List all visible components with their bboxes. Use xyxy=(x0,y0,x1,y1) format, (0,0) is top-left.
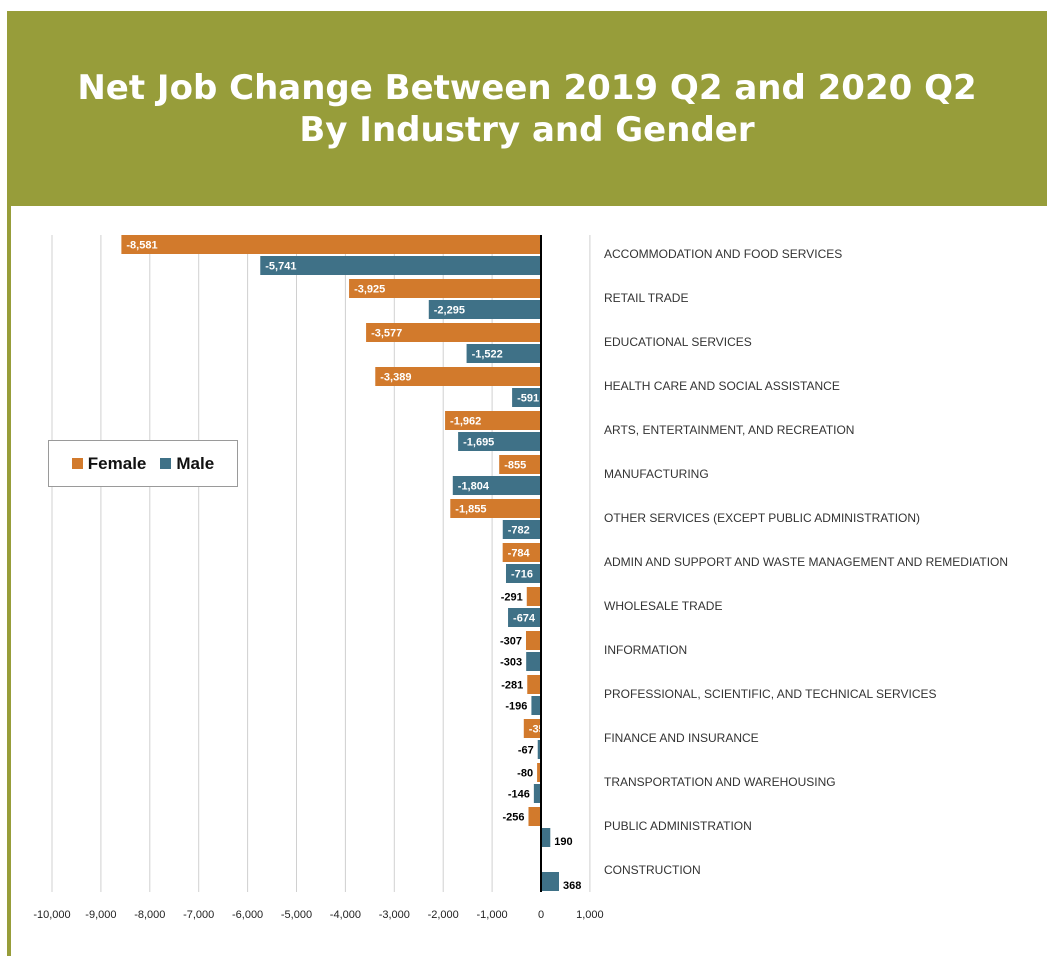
x-tick-label: -6,000 xyxy=(232,909,263,921)
category-label: WHOLESALE TRADE xyxy=(604,599,722,613)
female-swatch xyxy=(71,458,83,469)
x-tick-label: -5,000 xyxy=(281,909,312,921)
data-label-male: 368 xyxy=(563,880,581,892)
data-label-female: -3,389 xyxy=(380,372,411,384)
x-tick-label: -7,000 xyxy=(183,909,214,921)
category-label: TRANSPORTATION AND WAREHOUSING xyxy=(604,775,836,789)
bar-female xyxy=(523,719,541,738)
data-label-male: -2,295 xyxy=(434,305,465,317)
x-tick-label: -1,000 xyxy=(476,909,507,921)
bar-female xyxy=(450,499,541,518)
category-label: PUBLIC ADMINISTRATION xyxy=(604,819,752,833)
x-tick-label: -3,000 xyxy=(379,909,410,921)
bar-male xyxy=(260,256,541,275)
bar-male xyxy=(512,388,541,407)
category-label: ACCOMMODATION AND FOOD SERVICES xyxy=(604,247,842,261)
data-label-male: -146 xyxy=(508,789,530,801)
data-label-female: -256 xyxy=(502,812,524,824)
data-label-female: -3,925 xyxy=(354,284,385,296)
bar-female xyxy=(527,675,541,694)
category-label: RETAIL TRADE xyxy=(604,291,688,305)
bar-female xyxy=(526,587,541,606)
bar-female xyxy=(445,411,541,430)
chart-legend: Female Male xyxy=(48,440,238,487)
data-label-female: -291 xyxy=(501,592,523,604)
bar-male xyxy=(541,872,559,891)
bar-male xyxy=(533,784,541,803)
bar-male xyxy=(452,476,541,495)
bar-female xyxy=(121,235,541,254)
bar-chart: -10,000 -9,000 -8,000 -7,000 -6,000 -5,000 -4,… xyxy=(33,235,1008,921)
data-label-female: -8,581 xyxy=(126,240,157,252)
legend-male-label: Male xyxy=(176,453,215,473)
legend-item-male: Male xyxy=(160,454,214,474)
category-label: HEALTH CARE AND SOCIAL ASSISTANCE xyxy=(604,379,840,393)
data-label-female: -1,962 xyxy=(450,416,481,428)
data-label-female: -80 xyxy=(517,768,533,780)
data-label-female: -281 xyxy=(501,680,523,692)
bar-male xyxy=(526,652,541,671)
bar-male xyxy=(458,432,541,451)
bar-female xyxy=(375,367,541,386)
data-label-male: -196 xyxy=(505,701,527,713)
data-label-female: -784 xyxy=(508,548,531,560)
bar-female xyxy=(528,807,541,826)
bar-male xyxy=(428,300,541,319)
data-label-male: -5,741 xyxy=(265,261,296,273)
bar-female xyxy=(502,543,541,562)
chart-title-banner: Net Job Change Between 2019 Q2 and 2020 … xyxy=(7,11,1047,206)
data-label-female: -352 xyxy=(529,724,551,736)
x-tick-label: -2,000 xyxy=(428,909,459,921)
data-label-male: -591 xyxy=(517,393,539,405)
data-label-male: -782 xyxy=(508,525,530,537)
bar-male xyxy=(502,520,541,539)
bar-male xyxy=(537,740,541,759)
data-label-female: -1,855 xyxy=(455,504,486,516)
data-label-male: -716 xyxy=(511,569,533,581)
male-swatch xyxy=(160,458,172,469)
data-label-male: -1,804 xyxy=(458,481,490,493)
bar-female xyxy=(525,631,541,650)
x-tick-label: 0 xyxy=(538,909,544,921)
category-label: ADMIN AND SUPPORT AND WASTE MANAGEMENT A… xyxy=(604,555,1008,569)
x-tick-label: 1,000 xyxy=(576,909,604,921)
bar-female xyxy=(349,279,541,298)
category-label: EDUCATIONAL SERVICES xyxy=(604,335,752,349)
data-label-male: 190 xyxy=(554,836,572,848)
chart-title-line2: By Industry and Gender xyxy=(299,109,755,150)
category-label: PROFESSIONAL, SCIENTIFIC, AND TECHNICAL … xyxy=(604,687,937,701)
data-label-male: -1,522 xyxy=(472,349,503,361)
legend-item-female: Female xyxy=(71,453,147,474)
data-label-female: -3,577 xyxy=(371,328,402,340)
bar-male xyxy=(505,564,541,583)
bar-female xyxy=(366,323,541,342)
chart-title-line1: Net Job Change Between 2019 Q2 and 2020 … xyxy=(77,67,977,108)
x-tick-label: -4,000 xyxy=(330,909,361,921)
bar-male xyxy=(541,828,551,847)
category-label: MANUFACTURING xyxy=(604,467,709,481)
data-label-male: -674 xyxy=(513,613,536,625)
left-accent-rule xyxy=(7,206,11,956)
legend-female-label: Female xyxy=(87,453,147,473)
category-label: ARTS, ENTERTAINMENT, AND RECREATION xyxy=(604,423,854,437)
category-label: INFORMATION xyxy=(604,643,687,657)
category-label: CONSTRUCTION xyxy=(604,863,701,877)
data-label-male: -67 xyxy=(518,745,534,757)
category-label: FINANCE AND INSURANCE xyxy=(604,731,759,745)
x-tick-label: -9,000 xyxy=(85,909,116,921)
data-label-male: -303 xyxy=(500,657,522,669)
data-label-female: -307 xyxy=(500,636,522,648)
bar-female xyxy=(537,763,541,782)
bar-male xyxy=(466,344,541,363)
data-label-female: -855 xyxy=(504,460,526,472)
x-tick-label: -10,000 xyxy=(33,909,70,921)
x-tick-label: -8,000 xyxy=(134,909,165,921)
data-label-male: -1,695 xyxy=(463,437,494,449)
bar-female xyxy=(499,455,541,474)
bar-male xyxy=(531,696,541,715)
bar-male xyxy=(508,608,541,627)
category-label: OTHER SERVICES (EXCEPT PUBLIC ADMINISTRA… xyxy=(604,511,920,525)
